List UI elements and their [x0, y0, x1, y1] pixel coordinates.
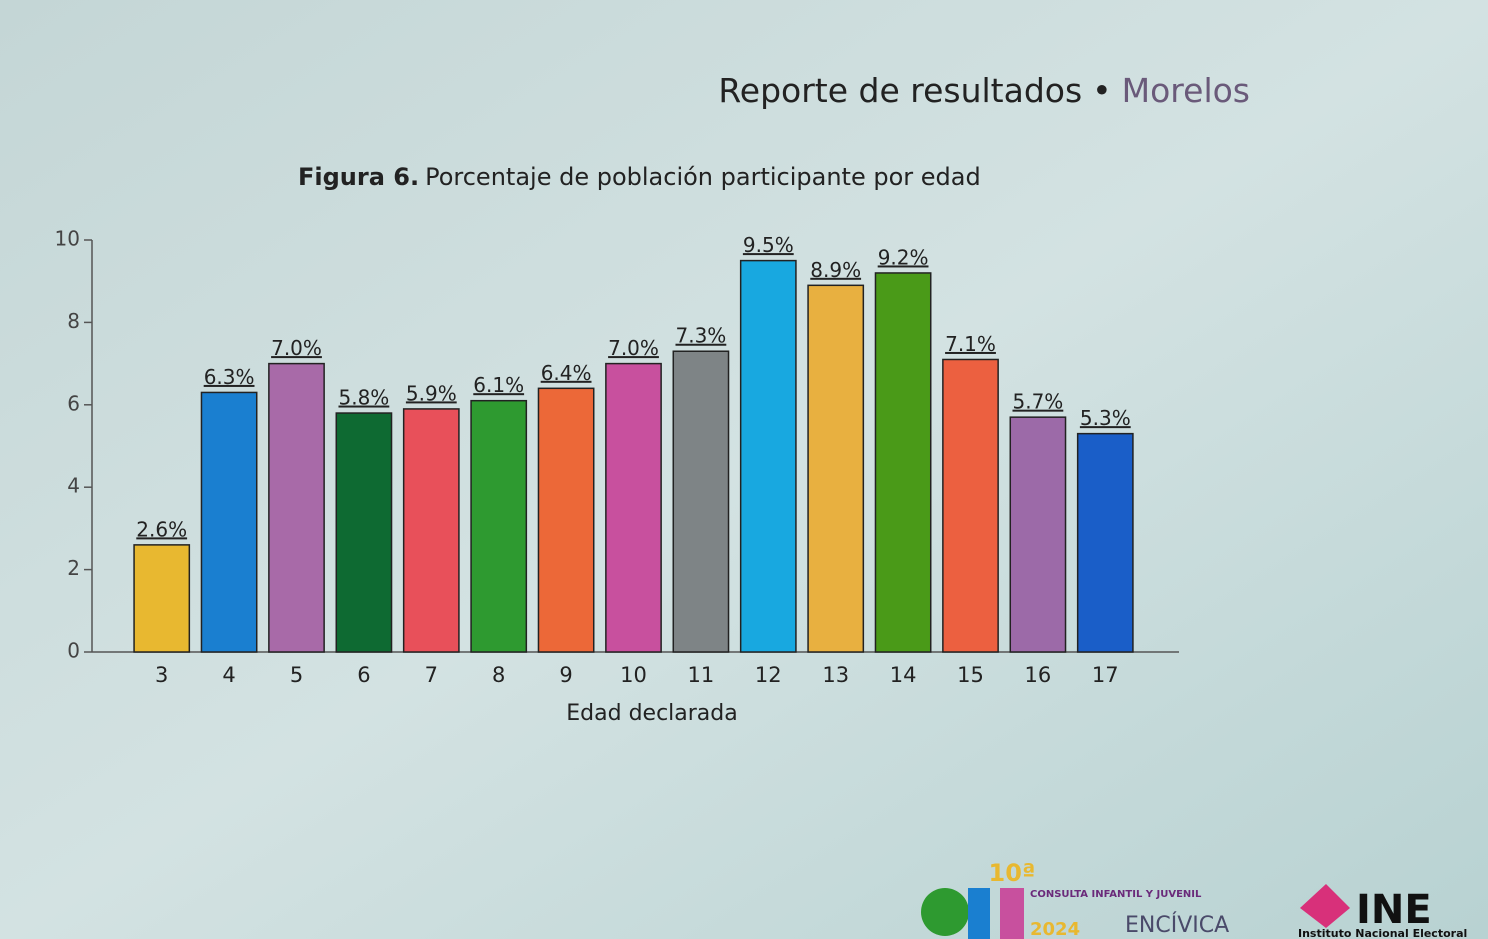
y-tick-label: 6 — [67, 391, 80, 415]
x-tick-label: 9 — [559, 663, 572, 687]
x-tick-label: 6 — [357, 663, 370, 687]
bar — [537, 387, 595, 653]
x-axis-label: Edad declarada — [566, 701, 737, 726]
x-tick-label: 5 — [290, 663, 303, 687]
bar — [739, 259, 797, 653]
y-tick-label: 2 — [67, 556, 80, 580]
value-label: 5.3% — [1080, 406, 1131, 430]
x-tick-label: 17 — [1092, 663, 1119, 687]
bar — [807, 284, 865, 653]
value-label: 5.8% — [338, 386, 389, 410]
y-tick-label: 4 — [67, 474, 80, 498]
value-label: 6.1% — [473, 373, 524, 397]
y-tick-label: 10 — [55, 227, 80, 251]
y-tick-label: 8 — [67, 309, 80, 333]
x-tick-label: 12 — [755, 663, 782, 687]
cij-edition: 10ª — [989, 859, 1036, 887]
value-label: 9.2% — [878, 245, 929, 269]
bar — [470, 399, 528, 653]
x-tick-label: 4 — [222, 663, 235, 687]
x-tick-label: 13 — [822, 663, 849, 687]
value-label: 8.9% — [810, 258, 861, 282]
value-label: 7.3% — [675, 324, 726, 348]
bar — [200, 391, 258, 653]
value-label: 5.9% — [406, 381, 457, 405]
bar — [605, 362, 662, 653]
bar — [672, 350, 730, 653]
value-label: 9.5% — [743, 233, 794, 257]
x-tick-label: 10 — [620, 663, 647, 687]
ine-name: Instituto Nacional Electoral — [1298, 927, 1467, 939]
ine: INE — [1356, 887, 1432, 933]
encivica: ENCÍVICA — [1125, 912, 1229, 938]
cij-logo-c — [921, 888, 969, 936]
value-label: 7.1% — [945, 332, 996, 356]
value-label: 2.6% — [136, 517, 187, 541]
bar — [1009, 416, 1067, 653]
header-subtitle: Morelos — [1122, 71, 1250, 110]
chart: 0 2 4 6 8 10 3 2.6% 4 6.3% 5 7.0% 6 5.8% 7 5.9% 8 6.1% 9 6.… — [55, 227, 1179, 687]
bar — [268, 362, 325, 653]
title-text: Porcentaje de población participante por… — [425, 163, 981, 191]
x-tick-label: 15 — [957, 663, 984, 687]
x-tick-label: 7 — [425, 663, 438, 687]
value-label: 7.0% — [271, 336, 322, 360]
chart-title: Figura 6. Porcentaje de población partici… — [298, 163, 981, 191]
ine-logo — [1300, 884, 1350, 928]
y-tick-label: 0 — [67, 639, 80, 663]
x-tick-label: 8 — [492, 663, 505, 687]
value-label: 7.0% — [608, 336, 659, 360]
bar — [1076, 432, 1134, 653]
footer-logos: 10ª CONSULTA INFANTIL Y JUVENIL 2024 ENC… — [921, 859, 1467, 939]
value-label: 6.4% — [541, 361, 592, 385]
header-title: Reporte de resultados — [718, 71, 1082, 110]
x-tick-label: 11 — [688, 663, 715, 687]
bar — [133, 544, 191, 653]
bar — [874, 272, 932, 653]
bar — [402, 408, 460, 653]
header: Reporte de resultados • Morelos — [718, 71, 1250, 110]
bar — [942, 358, 999, 653]
cij-year: 2024 — [1030, 919, 1080, 939]
x-tick-label: 3 — [155, 663, 168, 687]
x-tick-label: 16 — [1025, 663, 1052, 687]
value-label: 5.7% — [1012, 390, 1063, 414]
cij-logo-j — [1000, 888, 1024, 939]
bar — [335, 412, 393, 653]
header-separator: • — [1092, 71, 1111, 110]
title-prefix: Figura 6. — [298, 163, 419, 191]
x-tick-label: 14 — [890, 663, 917, 687]
cij-name: CONSULTA INFANTIL Y JUVENIL — [1030, 889, 1202, 900]
value-label: 6.3% — [204, 365, 255, 389]
cij-logo-i — [968, 888, 990, 939]
